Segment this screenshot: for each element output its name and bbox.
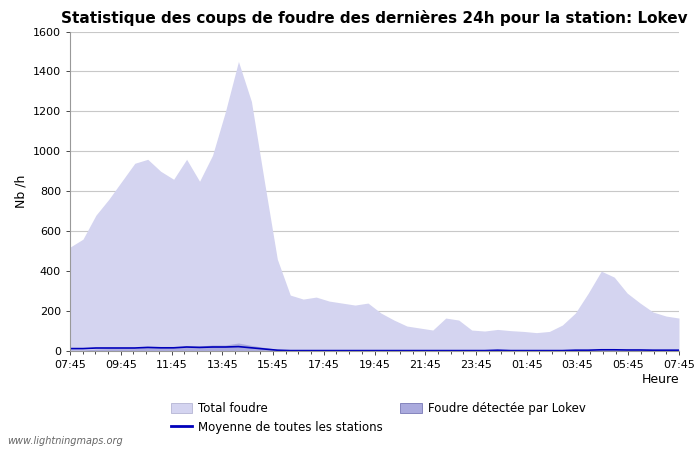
Text: www.lightningmaps.org: www.lightningmaps.org (7, 436, 122, 446)
Y-axis label: Nb /h: Nb /h (14, 175, 27, 208)
Title: Statistique des coups de foudre des dernières 24h pour la station: Lokev: Statistique des coups de foudre des dern… (61, 10, 688, 26)
Legend: Total foudre, Moyenne de toutes les stations, Foudre détectée par Lokev: Total foudre, Moyenne de toutes les stat… (167, 398, 589, 437)
Text: Heure: Heure (641, 374, 679, 387)
